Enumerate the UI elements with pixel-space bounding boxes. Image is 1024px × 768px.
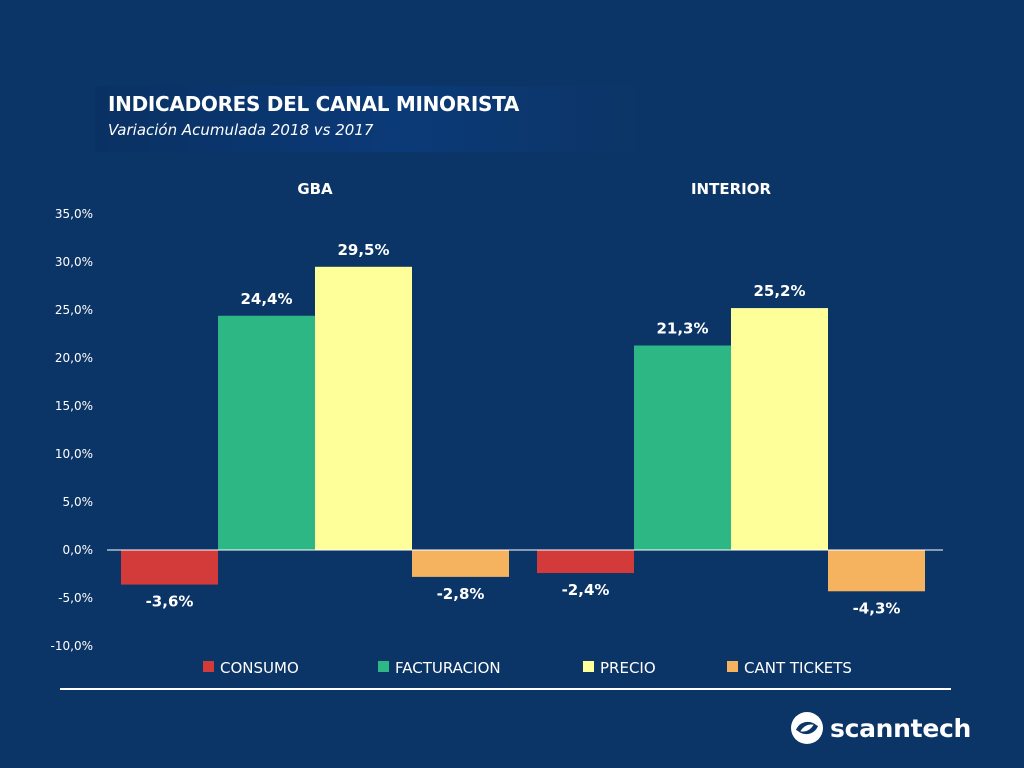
data-label: -2,8%: [437, 585, 485, 603]
data-label: -4,3%: [853, 599, 901, 617]
y-tick-label: 20,0%: [55, 351, 93, 365]
y-tick-label: 0,0%: [63, 543, 94, 557]
title-band: [95, 86, 640, 152]
legend-swatch: [727, 661, 738, 672]
scanntech-logo: scanntech: [790, 710, 971, 746]
category-label-gba: GBA: [297, 180, 333, 198]
category-labels: GBA INTERIOR: [297, 180, 771, 198]
category-label-interior: INTERIOR: [691, 180, 771, 198]
data-labels: -3,6% 24,4% 29,5% -2,8% -2,4% 21,3% 25,2% -4,3%: [146, 241, 901, 617]
data-label: 24,4%: [240, 290, 292, 308]
legend-swatch: [203, 661, 214, 672]
chart-title: INDICADORES DEL CANAL MINORISTA: [108, 92, 520, 116]
bar-facturacion-interior: [634, 345, 731, 550]
data-label: -3,6%: [146, 593, 194, 611]
legend-label: FACTURACION: [395, 659, 501, 677]
bar-consumo-interior: [537, 550, 634, 574]
scanntech-logo-icon: [791, 712, 823, 744]
y-tick-label: -5,0%: [58, 591, 93, 605]
bar-cant-tickets-gba: [412, 550, 509, 577]
logo-text: scanntech: [830, 713, 971, 743]
y-tick-label: 15,0%: [55, 399, 93, 413]
data-label: 25,2%: [753, 282, 805, 300]
legend-label: CANT TICKETS: [744, 659, 852, 677]
y-tick-label: 35,0%: [55, 207, 93, 221]
bar-precio-interior: [731, 308, 828, 550]
chart-subtitle: Variación Acumulada 2018 vs 2017: [108, 121, 374, 139]
bar-facturacion-gba: [218, 315, 315, 550]
y-tick-label: 5,0%: [63, 495, 94, 509]
y-tick-label: 10,0%: [55, 447, 93, 461]
bar-precio-gba: [315, 266, 412, 550]
legend-label: CONSUMO: [220, 659, 299, 677]
bottom-divider: [60, 688, 951, 690]
y-tick-label: 30,0%: [55, 255, 93, 269]
y-tick-label: -10,0%: [51, 639, 93, 653]
y-tick-label: 25,0%: [55, 303, 93, 317]
bar-cant-tickets-interior: [828, 550, 925, 592]
y-axis: 35,0% 30,0% 25,0% 20,0% 15,0% 10,0% 5,0% 0,0% -5…: [51, 207, 93, 653]
legend-swatch: [378, 661, 389, 672]
data-label: 29,5%: [337, 241, 389, 259]
legend-label: PRECIO: [600, 659, 656, 677]
bar-consumo-gba: [121, 550, 218, 585]
legend: CONSUMO FACTURACION PRECIO CANT TICKETS: [203, 659, 852, 677]
bars: [121, 266, 925, 592]
data-label: 21,3%: [656, 320, 708, 338]
data-label: -2,4%: [562, 581, 610, 599]
legend-swatch: [583, 661, 594, 672]
